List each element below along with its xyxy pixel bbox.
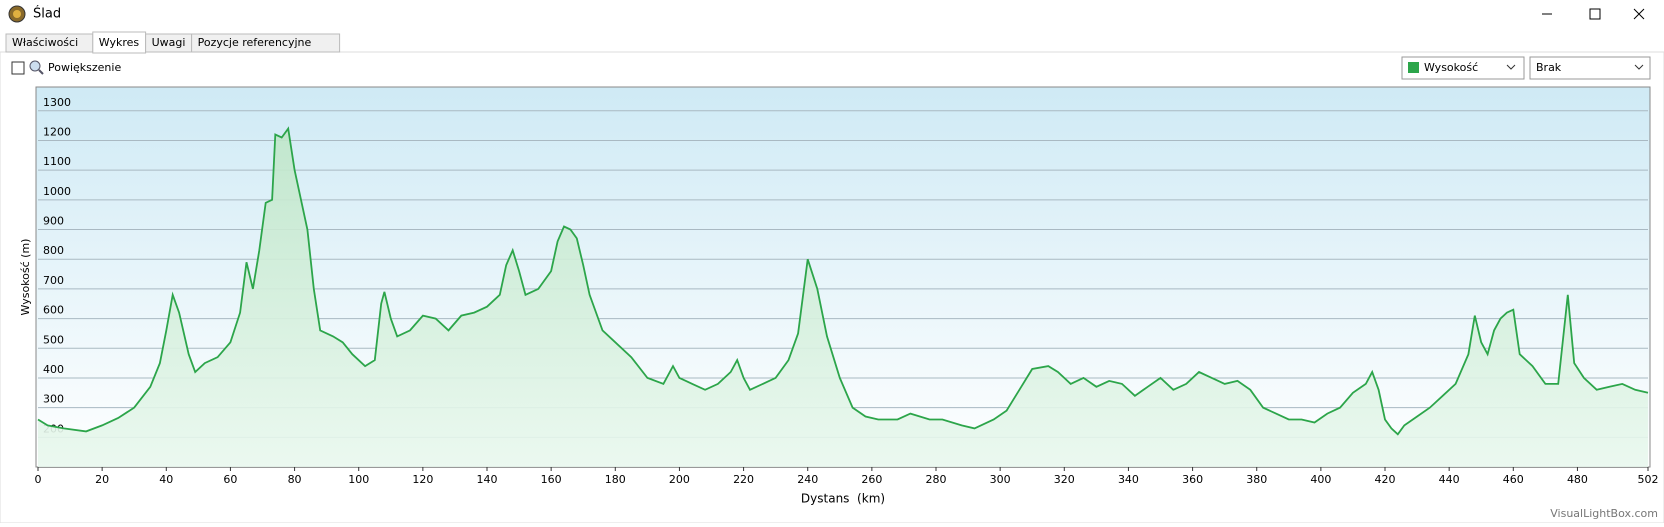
y-tick-label: 1100 [43, 155, 71, 168]
window-title: Ślad [33, 6, 61, 22]
x-tick-label: 420 [1375, 473, 1396, 486]
tab[interactable] [191, 33, 341, 53]
second-select[interactable] [1529, 56, 1651, 80]
y-tick-label: 700 [43, 274, 64, 287]
x-tick-label: 502 [1638, 473, 1659, 486]
app-icon-inner [13, 10, 21, 18]
area-fill [38, 128, 1648, 467]
x-tick-label: 20 [95, 473, 109, 486]
x-tick-label: 220 [733, 473, 754, 486]
x-tick-label: 60 [223, 473, 237, 486]
second-select-label: Brak [1536, 61, 1562, 74]
legend-swatch [1408, 62, 1419, 73]
x-tick-label: 120 [412, 473, 433, 486]
x-tick-label: 480 [1567, 473, 1588, 486]
zoom-label: Powiększenie [48, 61, 121, 74]
y-tick-label: 400 [43, 363, 64, 376]
tab-label: Właściwości [12, 36, 78, 49]
y-tick-label: 1200 [43, 125, 71, 138]
legend-label: Wysokość [1424, 61, 1478, 74]
y-tick-label: 1300 [43, 96, 71, 109]
x-tick-label: 200 [669, 473, 690, 486]
x-tick-label: 260 [861, 473, 882, 486]
series-select[interactable] [1401, 56, 1525, 80]
y-tick-label: 1000 [43, 185, 71, 198]
dropdown-arrow [1634, 64, 1644, 70]
x-tick-label: 180 [605, 473, 626, 486]
x-tick-label: 400 [1310, 473, 1331, 486]
x-tick-label: 0 [35, 473, 42, 486]
y-tick-label: 600 [43, 304, 64, 317]
elevation-line [37, 126, 1649, 436]
y-tick-label: 500 [43, 333, 64, 346]
dropdown-arrow [1506, 64, 1516, 70]
x-tick-label: 440 [1439, 473, 1460, 486]
x-tick-label: 300 [990, 473, 1011, 486]
y-axis-label: Wysokość (m) [19, 239, 32, 316]
x-tick-label: 100 [348, 473, 369, 486]
close-button[interactable] [1633, 8, 1645, 20]
x-axis-label: Dystans (km) [801, 492, 885, 506]
x-tick-label: 240 [797, 473, 818, 486]
x-tick-label: 360 [1182, 473, 1203, 486]
tab-label: Uwagi [152, 36, 186, 49]
y-tick-label: 300 [43, 393, 64, 406]
y-tick-label: 800 [43, 244, 64, 257]
x-tick-label: 340 [1118, 473, 1139, 486]
zoom-checkbox[interactable] [11, 61, 25, 75]
x-tick-label: 140 [477, 473, 498, 486]
tab-label: Pozycje referencyjne [198, 36, 312, 49]
x-tick-label: 80 [288, 473, 302, 486]
x-tick-label: 160 [541, 473, 562, 486]
x-tick-label: 40 [159, 473, 173, 486]
tab-label: Wykres [99, 36, 140, 49]
x-tick-label: 320 [1054, 473, 1075, 486]
maximize-button[interactable] [1589, 8, 1601, 20]
zoom-icon [29, 60, 41, 72]
x-tick-label: 380 [1246, 473, 1267, 486]
watermark: VisualLightBox.com [1550, 507, 1658, 520]
x-tick-label: 280 [926, 473, 947, 486]
zoom-icon-handle [38, 69, 44, 75]
x-tick-label: 460 [1503, 473, 1524, 486]
y-tick-label: 900 [43, 215, 64, 228]
